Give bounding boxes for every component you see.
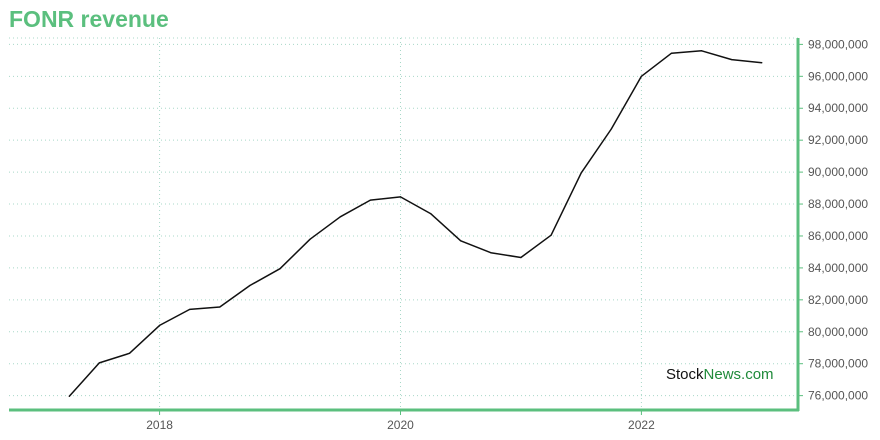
line-layer [68,50,763,398]
data-point [580,172,582,174]
data-point [189,308,191,311]
watermark: StockNews.com [666,366,774,383]
data-point [430,213,432,215]
y-tick-label: 84,000,000 [808,261,868,275]
x-tick-label: 2022 [628,418,655,432]
axis-layer [9,38,803,415]
label-layer: 76,000,000 78,000,000 80,000,000 82,000,000… [146,37,868,432]
y-tick-label: 78,000,000 [808,357,868,371]
data-point [158,324,161,326]
data-point [550,234,552,236]
y-tick-label: 80,000,000 [808,325,868,339]
data-point [701,50,703,52]
data-point [249,284,251,287]
data-point [520,256,522,259]
y-tick-label: 86,000,000 [808,229,868,243]
x-tick-label: 2018 [146,418,173,432]
data-point [399,196,402,198]
watermark-stock: Stock [666,366,704,383]
y-tick-label: 92,000,000 [808,133,868,147]
watermark-com: .com [741,366,774,383]
y-tick-label: 88,000,000 [808,197,868,211]
data-point [369,199,371,201]
data-point [279,268,281,270]
data-point [670,52,673,54]
data-point [339,216,341,218]
y-tick-label: 82,000,000 [808,293,868,307]
watermark-news: News [704,366,742,383]
data-point [610,128,612,130]
chart-title: FONR revenue [9,6,169,32]
y-tick-label: 98,000,000 [808,37,868,51]
data-point [460,240,462,242]
data-point [640,75,643,77]
y-tick-label: 96,000,000 [808,69,868,83]
data-point [731,58,733,61]
y-tick-label: 76,000,000 [808,389,868,403]
data-point [219,306,221,308]
x-tick-label: 2020 [387,418,414,432]
series-line [68,50,762,397]
data-point [309,238,311,240]
y-tick-label: 94,000,000 [808,101,868,115]
data-point [68,395,70,398]
data-point [490,252,492,254]
data-point [761,62,763,64]
data-point [128,352,131,354]
data-point [98,362,100,364]
y-tick-label: 90,000,000 [808,165,868,179]
